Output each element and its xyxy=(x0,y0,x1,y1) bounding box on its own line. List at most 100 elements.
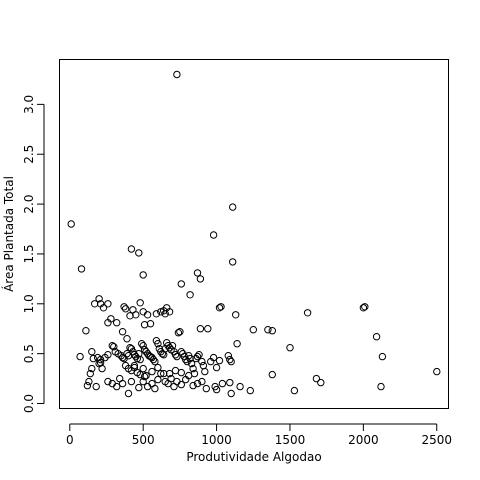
data-point xyxy=(218,379,227,388)
data-point xyxy=(123,335,131,343)
y-tick-label: 0.5 xyxy=(22,344,36,363)
data-point xyxy=(246,386,255,395)
y-tick-label: 0.0 xyxy=(22,394,36,413)
data-point xyxy=(92,382,100,391)
data-point xyxy=(193,379,202,388)
data-point xyxy=(86,369,95,378)
data-point xyxy=(217,303,225,311)
data-point xyxy=(120,303,128,311)
data-point xyxy=(76,352,84,361)
data-point xyxy=(227,357,235,366)
data-point xyxy=(139,377,147,386)
data-point xyxy=(96,355,105,364)
data-point xyxy=(173,352,181,361)
data-point xyxy=(186,354,194,363)
data-point xyxy=(317,378,325,387)
data-point xyxy=(161,310,169,318)
data-point xyxy=(99,304,108,312)
data-point xyxy=(378,352,387,361)
data-point xyxy=(110,343,118,351)
data-point xyxy=(98,364,106,373)
data-point xyxy=(196,325,205,333)
data-point xyxy=(139,342,147,350)
data-point xyxy=(127,245,136,253)
data-point xyxy=(196,275,205,283)
data-point xyxy=(104,300,112,308)
data-point xyxy=(157,369,165,378)
data-point xyxy=(136,299,144,307)
data-point xyxy=(171,351,180,359)
data-point xyxy=(215,304,224,312)
data-point xyxy=(187,359,196,368)
x-tick-label: 1500 xyxy=(275,433,306,447)
data-point xyxy=(226,355,234,364)
data-point xyxy=(193,352,202,361)
data-point xyxy=(104,319,112,327)
data-point xyxy=(377,382,385,391)
data-point xyxy=(146,320,155,328)
data-point xyxy=(303,309,312,317)
data-point xyxy=(138,340,146,348)
data-point xyxy=(154,363,162,372)
data-point xyxy=(268,327,276,335)
data-point xyxy=(209,231,218,239)
data-point xyxy=(67,220,75,228)
data-point xyxy=(95,295,103,303)
data-point xyxy=(198,357,206,366)
data-point xyxy=(143,311,152,319)
data-point xyxy=(118,328,127,336)
data-point xyxy=(229,203,237,211)
data-point xyxy=(198,377,206,386)
data-point xyxy=(136,355,144,364)
data-point xyxy=(268,370,276,379)
data-point xyxy=(83,381,92,390)
points-layer xyxy=(67,70,441,398)
data-point xyxy=(232,311,240,319)
data-point xyxy=(104,351,112,359)
data-point xyxy=(433,367,441,376)
data-point xyxy=(361,303,369,311)
data-point xyxy=(135,383,143,392)
x-tick-label: 2000 xyxy=(348,433,379,447)
data-point xyxy=(148,367,156,376)
data-point xyxy=(127,377,136,386)
x-axis: 0 500 1000 1500 2000 2500 xyxy=(66,423,452,447)
data-point xyxy=(204,325,212,333)
data-point xyxy=(142,371,150,380)
data-point xyxy=(212,363,221,372)
y-tick-label: 1.5 xyxy=(22,244,36,263)
data-point xyxy=(177,380,186,389)
data-point xyxy=(199,361,208,370)
data-point xyxy=(85,377,93,386)
data-point xyxy=(113,319,121,327)
data-point xyxy=(189,381,197,390)
data-point xyxy=(113,382,121,391)
data-point xyxy=(140,372,149,381)
y-axis: 0.0 0.5 1.0 1.5 2.0 2.5 3.0 xyxy=(22,95,45,413)
plot-frame xyxy=(59,59,449,409)
data-point xyxy=(82,327,90,335)
data-point xyxy=(130,361,139,370)
data-point xyxy=(165,308,174,316)
data-point xyxy=(372,333,381,341)
y-tick-label: 2.5 xyxy=(22,145,36,164)
data-point xyxy=(135,249,143,257)
data-point xyxy=(215,356,224,365)
data-point xyxy=(359,304,368,312)
data-point xyxy=(186,291,194,299)
data-point xyxy=(264,326,272,334)
data-point xyxy=(177,368,186,377)
y-tick-label: 3.0 xyxy=(22,95,36,114)
data-point xyxy=(88,348,96,356)
data-point xyxy=(118,379,127,388)
data-point xyxy=(226,378,234,387)
data-point xyxy=(236,382,244,391)
y-axis-title: Área Plantada Total xyxy=(1,176,16,292)
data-point xyxy=(124,389,133,398)
x-tick-label: 500 xyxy=(132,433,155,447)
data-point xyxy=(312,374,321,383)
data-point xyxy=(193,269,202,277)
data-point xyxy=(189,364,197,373)
data-point xyxy=(165,369,174,378)
